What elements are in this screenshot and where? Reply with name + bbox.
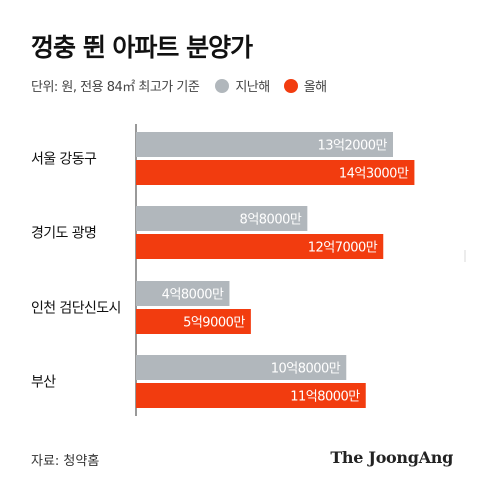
value-label-this-year: 12억7000만 [308,241,378,256]
bar-this-year [136,234,384,259]
value-label-this-year: 11억8000만 [290,390,360,405]
bar-last-year [136,206,308,231]
unit-note: 단위: 원, 전용 84㎡ 최고가 기준 [31,80,200,95]
legend-swatch-last-year [215,78,230,93]
subtitle-row: 단위: 원, 전용 84㎡ 최고가 기준 지난해 올해 [31,76,341,95]
category-label: 경기도 광명 [31,226,96,242]
bar-last-year [136,355,347,380]
category-label: 서울 강동구 [31,152,97,168]
legend: 지난해 올해 [215,76,340,95]
legend-swatch-this-year [283,78,298,93]
bar-this-year [136,383,366,408]
legend-item-last-year: 지난해 [215,76,270,95]
brand-logo: The JoongAng [330,448,453,467]
value-label-last-year: 8억8000만 [240,213,302,228]
chart-title: 껑충 뛴 아파트 분양가 [31,33,253,62]
legend-item-this-year: 올해 [283,76,327,95]
legend-label-last-year: 지난해 [235,80,270,95]
value-label-this-year: 5억9000만 [183,316,245,331]
source-note: 자료: 청약홈 [31,454,100,469]
legend-label-this-year: 올해 [303,80,327,95]
bar-this-year [136,160,415,185]
bar-this-year [136,309,251,334]
value-label-last-year: 10억8000만 [271,362,341,377]
value-label-last-year: 13억2000만 [317,139,387,154]
bar-last-year [136,132,393,157]
value-label-last-year: 4억8000만 [162,288,224,303]
category-label: 부산 [31,375,56,391]
category-label: 인천 검단신도시 [31,301,121,317]
value-label-this-year: 14억3000만 [339,167,409,182]
bar-last-year [136,281,230,306]
